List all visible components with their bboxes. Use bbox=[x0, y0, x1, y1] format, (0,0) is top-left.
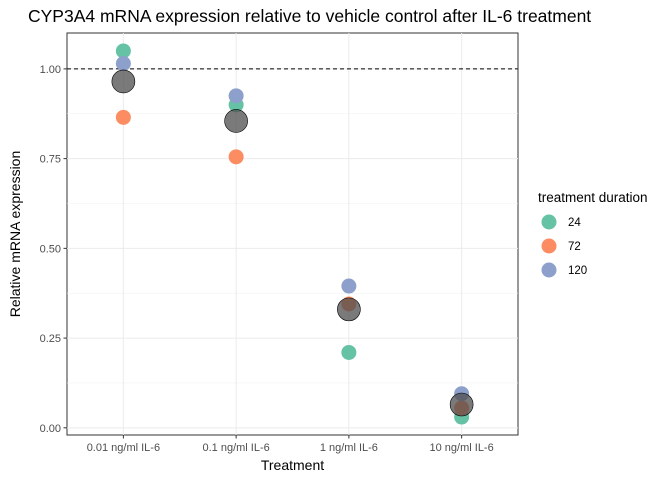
data-point-72 bbox=[115, 109, 131, 125]
x-axis-ticks: 0.01 ng/ml IL-6 0.1 ng/ml IL-6 1 ng/ml IL-… bbox=[87, 435, 494, 454]
legend-key-24 bbox=[541, 214, 557, 230]
y-tick-label: 1.00 bbox=[40, 64, 61, 76]
y-tick-label: 0.00 bbox=[40, 423, 61, 435]
legend-label-24: 24 bbox=[568, 217, 581, 229]
legend-title: treatment duration bbox=[538, 190, 648, 205]
x-axis-title: Treatment bbox=[261, 457, 324, 473]
data-point-72 bbox=[228, 149, 244, 165]
legend-key-120 bbox=[541, 262, 557, 278]
x-tick-label: 0.01 ng/ml IL-6 bbox=[87, 442, 160, 454]
x-tick-label: 1 ng/ml IL-6 bbox=[320, 442, 378, 454]
data-point-120 bbox=[115, 56, 131, 72]
data-point-120 bbox=[341, 278, 357, 294]
x-tick-label: 0.1 ng/ml IL-6 bbox=[202, 442, 269, 454]
legend: treatment duration 24 72 120 bbox=[538, 190, 648, 278]
plot-panel bbox=[66, 32, 519, 436]
y-tick-label: 0.50 bbox=[40, 243, 61, 255]
mean-point bbox=[111, 69, 136, 94]
legend-key-72 bbox=[541, 238, 557, 254]
mean-point bbox=[224, 109, 248, 133]
data-point-120 bbox=[228, 88, 244, 104]
x-tick-label: 10 ng/ml IL-6 bbox=[430, 442, 494, 454]
y-tick-label: 0.25 bbox=[40, 333, 61, 345]
y-axis-title: Relative mRNA expression bbox=[7, 151, 23, 318]
y-tick-label: 0.75 bbox=[40, 154, 61, 166]
legend-label-120: 120 bbox=[568, 265, 587, 277]
data-point-24 bbox=[115, 43, 131, 59]
mean-point bbox=[449, 392, 474, 417]
mean-points bbox=[111, 69, 474, 417]
data-point-24 bbox=[341, 344, 357, 360]
legend-label-72: 72 bbox=[568, 241, 581, 253]
y-axis-ticks: 0.00 0.25 0.50 0.75 1.00 bbox=[40, 64, 67, 435]
mean-point bbox=[337, 297, 361, 322]
chart-title: CYP3A4 mRNA expression relative to vehic… bbox=[28, 6, 591, 26]
